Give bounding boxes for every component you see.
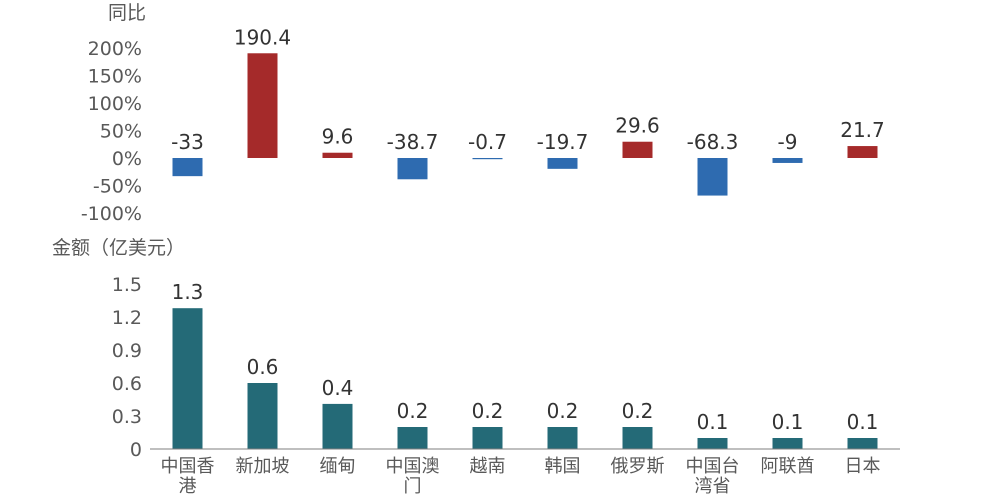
amount-data-label: 0.1 bbox=[697, 410, 729, 434]
yoy-bar bbox=[772, 158, 803, 163]
category-label: 新加坡 bbox=[236, 456, 290, 477]
amount-bar bbox=[622, 427, 653, 449]
yoy-data-label: 9.6 bbox=[322, 125, 354, 149]
category-label: 中国香港 bbox=[161, 456, 215, 497]
yoy-data-label: 21.7 bbox=[840, 118, 885, 142]
amount-data-label: 0.6 bbox=[247, 355, 279, 379]
amount-data-label: 1.3 bbox=[172, 280, 204, 304]
yoy-y-tick-label: 0% bbox=[112, 148, 142, 170]
yoy-bar bbox=[547, 158, 578, 169]
yoy-data-label: -33 bbox=[171, 130, 204, 154]
yoy-y-ticks: 200% 150% 100% 50% 0% -50% -100% bbox=[81, 38, 142, 225]
amount-data-label: 0.2 bbox=[622, 399, 654, 423]
amount-value-labels: 1.3 0.6 0.4 0.2 0.2 0.2 0.2 0.1 0.1 0.1 bbox=[172, 280, 879, 434]
amount-bars bbox=[172, 308, 878, 449]
amount-y-tick-label: 0.6 bbox=[112, 373, 142, 395]
yoy-y-tick-label: -100% bbox=[81, 203, 142, 225]
yoy-bar bbox=[172, 158, 203, 177]
amount-y-tick-label: 1.5 bbox=[112, 274, 142, 296]
yoy-data-label: -9 bbox=[778, 130, 798, 154]
yoy-data-label: 29.6 bbox=[615, 114, 660, 138]
category-label: 中国台湾省 bbox=[686, 456, 740, 497]
amount-y-tick-label: 0.3 bbox=[112, 406, 142, 428]
yoy-growth-chart: 同比 200% 150% 100% 50% 0% -50% -100% -33 190.4 9.… bbox=[81, 2, 885, 225]
yoy-data-label: -68.3 bbox=[687, 130, 739, 154]
amount-bar bbox=[397, 427, 428, 449]
yoy-y-tick-label: 150% bbox=[88, 66, 142, 88]
amount-y-tick-label: 0 bbox=[130, 439, 142, 461]
yoy-bar bbox=[622, 141, 653, 158]
yoy-data-label: 190.4 bbox=[234, 25, 291, 49]
amount-bar bbox=[772, 438, 803, 449]
category-label: 中国澳门 bbox=[386, 456, 440, 497]
category-label: 韩国 bbox=[545, 456, 581, 477]
amount-y-tick-label: 0.9 bbox=[112, 340, 142, 362]
yoy-data-label: -19.7 bbox=[537, 130, 589, 154]
amount-data-label: 0.1 bbox=[847, 410, 879, 434]
category-label: 缅甸 bbox=[320, 456, 356, 477]
category-label: 日本 bbox=[845, 456, 881, 477]
amount-bar bbox=[847, 438, 878, 449]
yoy-y-tick-label: 100% bbox=[88, 93, 142, 115]
amount-data-label: 0.2 bbox=[472, 399, 504, 423]
yoy-bar bbox=[472, 158, 503, 160]
amount-bar bbox=[472, 427, 503, 449]
yoy-data-label: -38.7 bbox=[387, 130, 439, 154]
amount-chart: 金额（亿美元） 1.5 1.2 0.9 0.6 0.3 0 1.3 0.6 0.4 0.2 0.2… bbox=[52, 237, 900, 497]
amount-bar bbox=[247, 383, 278, 449]
yoy-bar bbox=[247, 53, 278, 158]
yoy-axis-title: 同比 bbox=[108, 2, 146, 24]
yoy-value-labels: -33 190.4 9.6 -38.7 -0.7 -19.7 29.6 -68.3 -9 21.7 bbox=[171, 25, 885, 154]
amount-y-ticks: 1.5 1.2 0.9 0.6 0.3 0 bbox=[112, 274, 142, 461]
amount-y-tick-label: 1.2 bbox=[112, 307, 142, 329]
amount-bar bbox=[697, 438, 728, 449]
yoy-y-tick-label: 200% bbox=[88, 38, 142, 60]
amount-data-label: 0.2 bbox=[547, 399, 579, 423]
amount-bar bbox=[547, 427, 578, 449]
category-label: 俄罗斯 bbox=[611, 456, 665, 477]
amount-data-label: 0.1 bbox=[772, 410, 804, 434]
yoy-bars bbox=[172, 53, 878, 196]
yoy-bar bbox=[697, 158, 728, 196]
yoy-y-tick-label: 50% bbox=[100, 121, 142, 143]
amount-data-label: 0.4 bbox=[322, 376, 354, 400]
amount-bar bbox=[172, 308, 203, 449]
yoy-y-tick-label: -50% bbox=[93, 176, 142, 198]
yoy-data-label: -0.7 bbox=[468, 130, 507, 154]
category-label: 越南 bbox=[470, 456, 506, 477]
category-label: 阿联酋 bbox=[761, 456, 815, 477]
amount-data-label: 0.2 bbox=[397, 399, 429, 423]
amount-bar bbox=[322, 403, 353, 449]
yoy-bar bbox=[847, 146, 878, 158]
yoy-bar bbox=[397, 158, 428, 180]
yoy-bar bbox=[322, 152, 353, 158]
amount-axis-title: 金额（亿美元） bbox=[52, 237, 185, 259]
